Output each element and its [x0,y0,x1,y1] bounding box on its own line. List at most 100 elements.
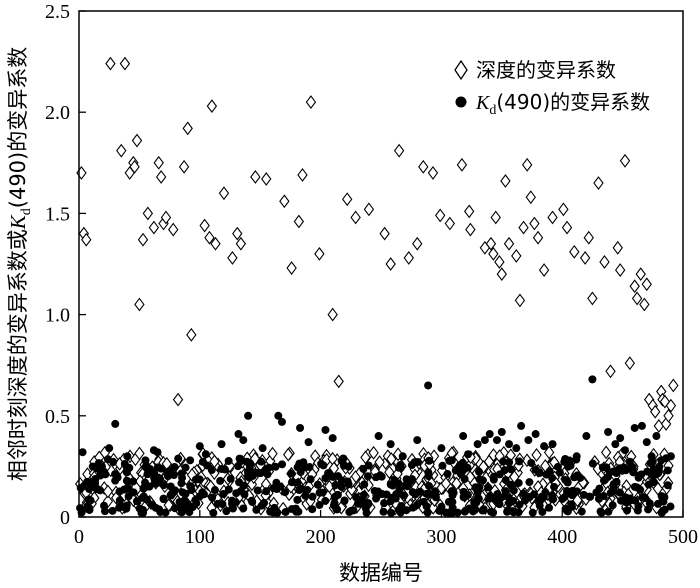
kd-point [195,475,204,484]
kd-point [638,493,647,502]
depth-point [500,174,511,188]
kd-point [431,487,440,496]
kd-point [103,455,112,464]
kd-point [220,465,229,474]
kd-point [376,471,385,480]
kd-point [224,456,233,465]
y-axis-title-part2: (490)的变异系数 [6,47,30,208]
depth-point [593,176,604,190]
kd-point [78,448,87,457]
kd-point [545,467,554,476]
kd-point [550,482,559,491]
kd-point [363,472,372,481]
kd-point [399,491,408,500]
kd-point [262,487,271,496]
kd-point [308,505,317,514]
kd-point [645,499,654,508]
kd-point [424,381,433,390]
depth-point [204,230,215,245]
kd-point [141,456,150,465]
depth-point [428,449,440,464]
kd-point [243,471,252,480]
depth-point [639,297,650,312]
kd-point [101,470,110,479]
kd-point [527,458,536,467]
depth-point [379,226,390,241]
kd-point [293,495,302,504]
y-tick-label: 2.5 [45,1,70,23]
kd-point [151,503,160,512]
depth-point [444,216,456,231]
kd-point [586,492,595,501]
kd-point [321,425,330,434]
depth-point [393,143,405,158]
kd-point [620,495,629,504]
kd-point [330,493,339,502]
kd-point [175,497,184,506]
kd-point [475,467,484,476]
depth-point [327,307,338,322]
kd-point [448,503,457,512]
kd-point [646,459,655,468]
kd-point [503,507,512,516]
kd-point [111,470,120,479]
kd-point [181,489,190,498]
depth-point [172,392,184,407]
kd-point [531,430,540,439]
kd-point [588,375,597,384]
kd-point [660,505,669,514]
kd-point [548,491,557,500]
kd-point [273,508,282,517]
depth-point [305,95,317,109]
kd-point [597,508,606,517]
kd-point [378,490,387,499]
kd-point [122,476,131,485]
x-tick-label: 0 [74,526,84,548]
depth-point [142,206,154,221]
kd-point [636,485,645,494]
kd-point [588,459,597,468]
depth-point [374,455,385,469]
kd-point [611,440,620,449]
kd-point [122,463,131,472]
kd-point [601,475,610,484]
kd-point [277,417,286,426]
kd-point [666,452,675,461]
kd-point [329,472,338,481]
kd-point [623,506,632,515]
kd-point [484,483,493,492]
depth-point [521,157,533,172]
kd-point [141,478,150,487]
kd-point [219,489,228,498]
kd-point [561,476,570,485]
kd-point [395,485,404,494]
kd-point [422,489,431,498]
kd-point [447,487,456,496]
kd-point [305,462,314,471]
y-tick-label: 0 [60,507,70,529]
depth-point [624,356,636,371]
kd-point [413,458,422,467]
depth-point [547,210,558,225]
kd-point [257,501,266,510]
kd-point [642,438,651,447]
kd-point [328,434,337,443]
depth-point [350,210,361,225]
depth-point [463,204,475,219]
kd-point [563,507,572,516]
kd-point [564,462,573,471]
kd-point [347,506,356,515]
kd-point [630,423,639,432]
depth-point [119,56,131,71]
kd-point [216,476,225,485]
kd-point [609,467,618,476]
depth-point [385,257,396,271]
kd-point [487,507,496,516]
kd-point [515,457,524,466]
kd-point [199,490,208,499]
kd-point [353,499,362,508]
kd-point [174,454,183,463]
kd-point [650,478,659,487]
kd-point [340,497,349,506]
